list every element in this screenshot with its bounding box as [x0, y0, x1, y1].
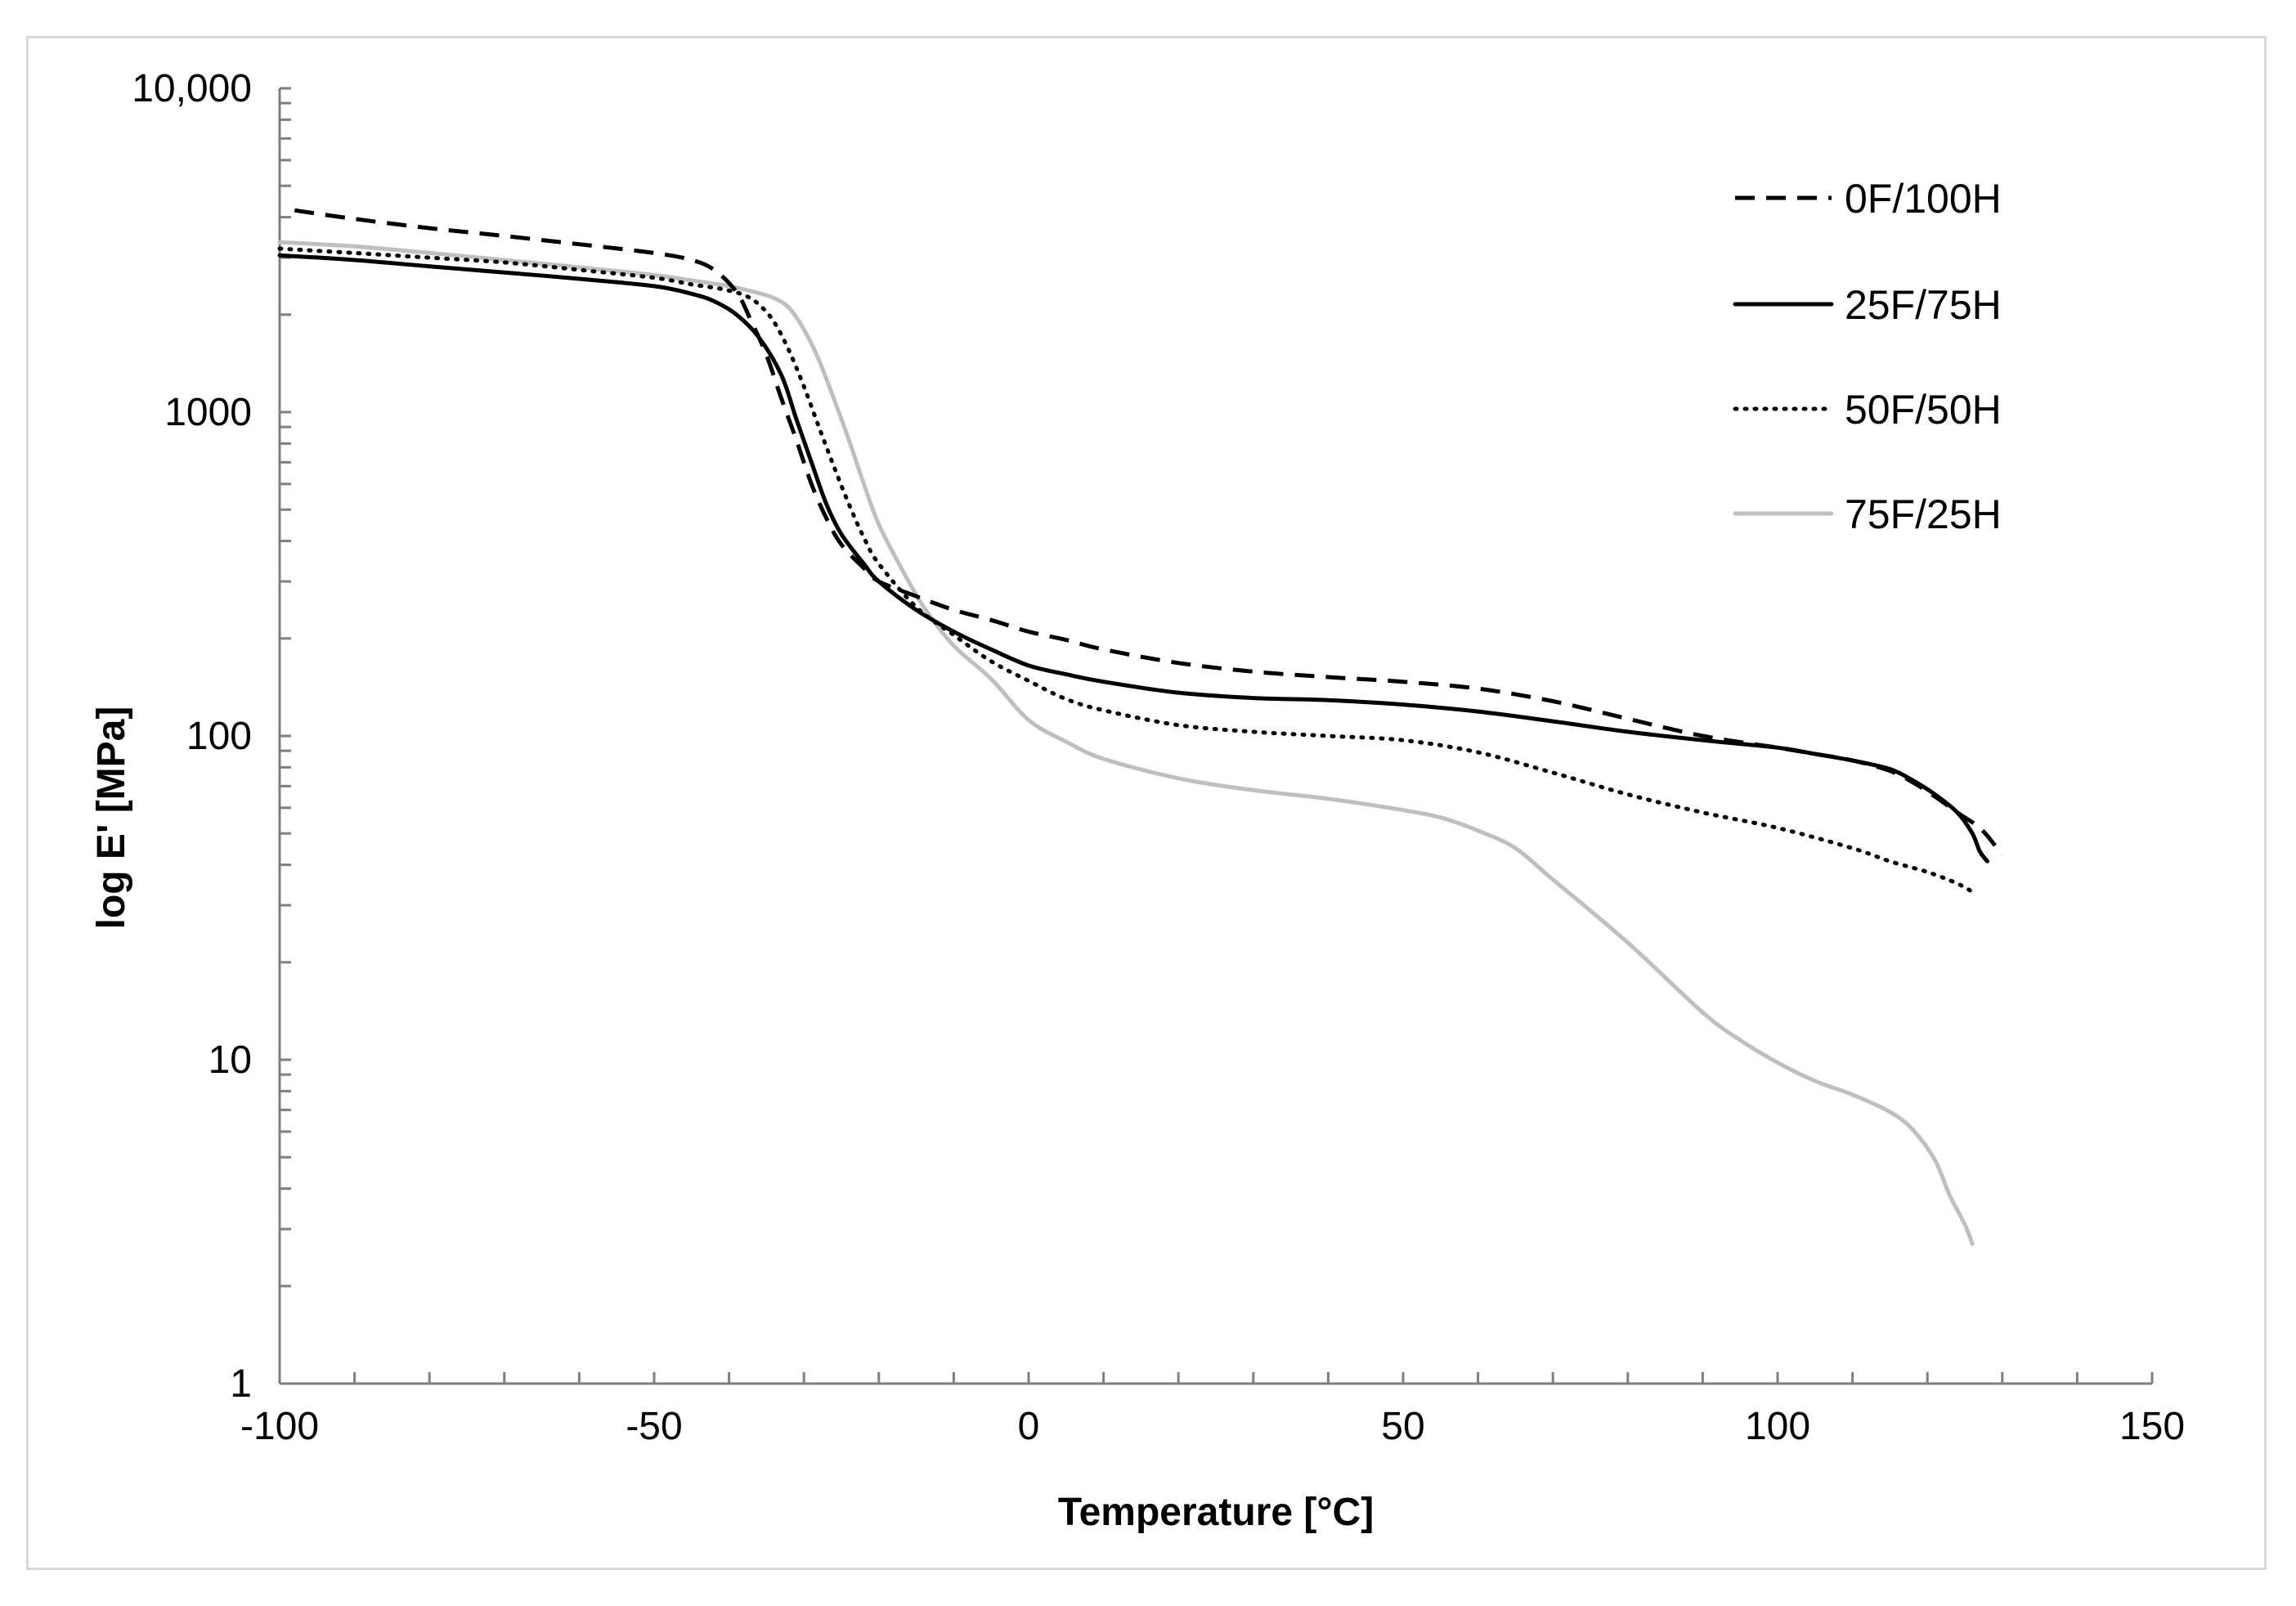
legend-label: 50F/50H: [1845, 387, 2002, 433]
chart-frame: [26, 36, 2267, 1570]
y-tick-label: 1: [230, 1362, 252, 1406]
series-line-0f-100h: [294, 208, 2004, 856]
legend-label: 75F/25H: [1845, 491, 2002, 537]
legend-label: 0F/100H: [1845, 176, 2002, 222]
y-tick-label: 10: [209, 1039, 252, 1082]
x-tick-label: -50: [626, 1405, 682, 1448]
x-tick-label: 0: [1018, 1405, 1040, 1448]
legend-label: 25F/75H: [1845, 282, 2002, 328]
y-tick-label: 100: [186, 715, 252, 758]
series-line-50f-50h: [277, 246, 1975, 895]
x-tick-label: 150: [2119, 1405, 2185, 1448]
x-axis-title: Temperature [°C]: [1058, 1491, 1374, 1534]
y-tick-label: 10,000: [132, 67, 252, 110]
x-tick-label: 100: [1745, 1405, 1810, 1448]
legend: 0F/100H 25F/75H 50F/50H 75F/25H: [1733, 176, 2002, 537]
x-tick-label: 50: [1381, 1405, 1424, 1448]
y-tick-label: 1000: [164, 391, 252, 434]
x-tick-label: -100: [240, 1405, 319, 1448]
y-axis-title: log E' [MPa]: [90, 707, 133, 930]
series-line-25f-75h: [277, 253, 1989, 864]
series-line-75f-25h: [277, 240, 1975, 1246]
